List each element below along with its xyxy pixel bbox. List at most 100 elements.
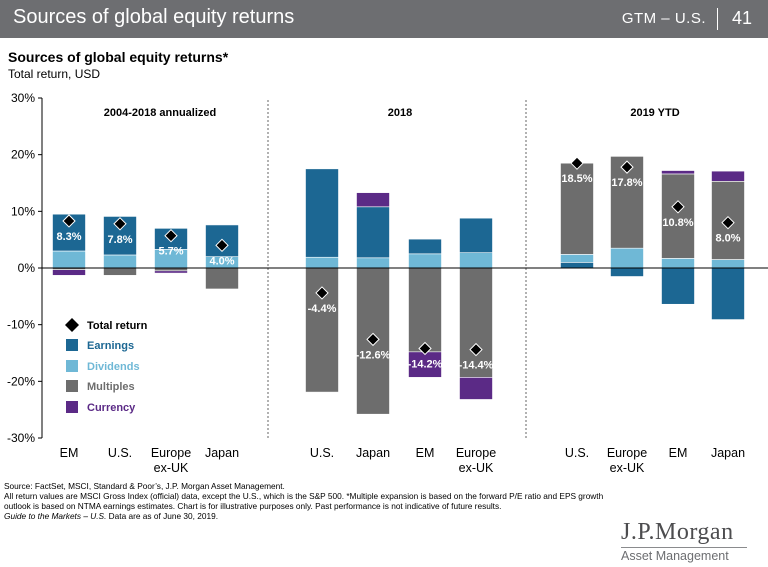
bar-segment-earnings	[560, 262, 594, 269]
total-return-label: -12.6%	[356, 349, 391, 361]
category-label: EM	[60, 446, 79, 460]
legend-label: Multiples	[87, 381, 135, 393]
total-return-marker	[671, 200, 685, 214]
y-tick-label: -30%	[7, 431, 35, 445]
legend-label: Currency	[87, 402, 136, 414]
y-tick-label: 10%	[11, 204, 35, 218]
bar-segment-earnings	[610, 267, 644, 277]
bar-segment-earnings	[305, 168, 339, 258]
slide-title: Sources of global equity returns	[13, 6, 295, 28]
category-label: U.S.	[108, 446, 132, 460]
total-return-label: -14.2%	[408, 358, 443, 370]
category-label: ex-UK	[154, 461, 189, 475]
total-return-marker	[469, 342, 483, 357]
y-tick-label: -20%	[7, 374, 35, 388]
category-label: ex-UK	[610, 461, 645, 475]
bar-segment-dividends	[459, 252, 493, 269]
footer-notes: Source: FactSet, MSCI, Standard & Poor’s…	[4, 481, 619, 521]
bar-segment-currency	[459, 377, 493, 400]
total-return-label: 7.8%	[107, 234, 132, 246]
bar-segment-earnings	[459, 217, 493, 253]
total-return-marker	[570, 156, 584, 170]
legend-label: Total return	[87, 320, 148, 332]
footer-guide-title: Guide to the Markets – U.S.	[4, 511, 107, 521]
total-return-label: 8.0%	[715, 233, 740, 245]
category-label: Europe	[607, 446, 647, 460]
bar-segment-currency	[356, 192, 390, 208]
bar-segment-currency	[661, 170, 695, 175]
total-return-label: -4.4%	[308, 303, 337, 315]
logo-line-2: Asset Management	[621, 547, 747, 563]
bar-segment-multiples	[408, 267, 442, 353]
footer-guide-date: Data are as of June 30, 2019.	[106, 511, 218, 521]
bar-segment-multiples	[459, 267, 493, 378]
total-return-marker	[315, 286, 329, 300]
total-return-label: 4.0%	[209, 255, 234, 267]
category-label: Europe	[151, 446, 191, 460]
logo-line-1: J.P.Morgan	[621, 519, 734, 545]
slide-header: Sources of global equity returns GTM – U…	[0, 0, 768, 38]
bar-segment-dividends	[356, 257, 390, 269]
total-return-marker	[215, 238, 229, 253]
header-separator	[717, 8, 718, 30]
bar-segment-dividends	[711, 259, 745, 269]
category-label: ex-UK	[459, 461, 494, 475]
bar-segment-earnings	[711, 267, 745, 320]
y-tick-label: 0%	[18, 261, 36, 275]
legend-swatch-dividends	[66, 360, 78, 372]
panel-title: 2019 YTD	[630, 107, 679, 119]
category-label: Japan	[356, 446, 390, 460]
total-return-label: 10.8%	[662, 217, 693, 229]
category-label: Japan	[205, 446, 239, 460]
bar-segment-dividends	[661, 258, 695, 269]
legend-label: Dividends	[87, 361, 140, 373]
total-return-label: 18.5%	[561, 173, 592, 185]
category-label: EM	[669, 446, 688, 460]
bar-segment-earnings	[356, 206, 390, 259]
bar-segment-currency	[711, 170, 745, 182]
y-tick-label: -10%	[7, 318, 35, 332]
category-label: EM	[416, 446, 435, 460]
total-return-marker	[113, 217, 127, 231]
bar-segment-multiples	[661, 173, 695, 259]
gtm-label: GTM – U.S.	[621, 10, 706, 27]
legend-swatch-earnings	[66, 339, 78, 351]
bar-segment-dividends	[103, 254, 137, 269]
panel-title: 2004-2018 annualized	[104, 107, 217, 119]
bar-segment-earnings	[408, 238, 442, 255]
category-label: Japan	[711, 446, 745, 460]
total-return-marker	[164, 228, 178, 243]
total-return-label: 5.7%	[158, 246, 183, 258]
bar-segment-dividends	[560, 254, 594, 263]
bar-segment-dividends	[610, 247, 644, 269]
legend-swatch-currency	[66, 401, 78, 413]
bar-segment-earnings	[661, 267, 695, 305]
footer-source: Source: FactSet, MSCI, Standard & Poor’s…	[4, 481, 285, 491]
footer-note: All return values are MSCI Gross Index (…	[4, 491, 604, 511]
legend-label: Earnings	[87, 340, 134, 352]
bar-segment-dividends	[52, 250, 86, 269]
bar-segment-currency	[154, 270, 188, 274]
total-return-label: -14.4%	[459, 360, 494, 372]
jpmorgan-logo: J.P.Morgan Asset Management	[621, 519, 761, 563]
total-return-label: 8.3%	[56, 231, 81, 243]
bar-segment-multiples	[560, 162, 594, 255]
y-tick-label: 20%	[11, 148, 35, 162]
equity-returns-chart: 30% 20% 10% 0% -10% -20% -30% 2004-2018 annuali…	[7, 91, 768, 475]
bar-segment-multiples	[103, 267, 137, 276]
total-return-marker	[62, 214, 76, 228]
total-return-marker	[721, 215, 735, 230]
legend-swatch-multiples	[66, 380, 78, 392]
category-label: U.S.	[565, 446, 589, 460]
bar-segment-multiples	[205, 267, 239, 290]
bar-segment-dividends	[305, 256, 339, 269]
total-return-marker	[366, 332, 380, 347]
bar-segment-dividends	[408, 253, 442, 269]
bar-segment-currency	[408, 351, 442, 378]
panel-title: 2018	[388, 107, 412, 119]
page-number: 41	[731, 8, 752, 28]
legend-marker-total	[65, 318, 79, 332]
chart-title: Sources of global equity returns*	[8, 49, 229, 65]
y-tick-label: 30%	[11, 91, 35, 105]
total-return-label: 17.8%	[611, 177, 642, 189]
